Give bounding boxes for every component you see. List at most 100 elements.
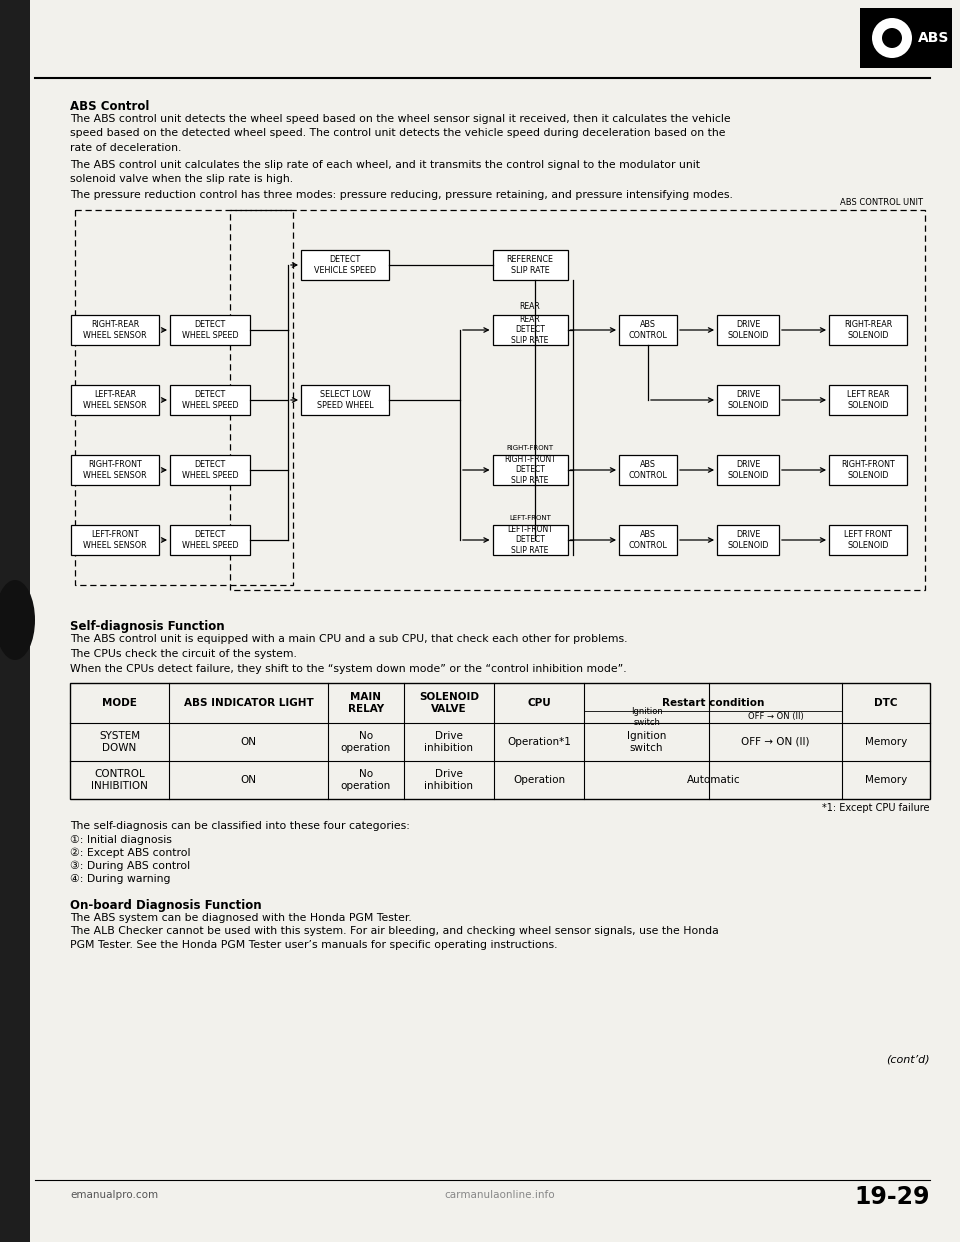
- Bar: [71, 315, 159, 345]
- Text: Drive
inhibition: Drive inhibition: [424, 769, 473, 791]
- Text: MODE: MODE: [102, 698, 137, 708]
- Bar: [170, 525, 250, 555]
- Text: The self-diagnosis can be classified into these four categories:: The self-diagnosis can be classified int…: [70, 821, 410, 831]
- Bar: [829, 525, 907, 555]
- Bar: [71, 385, 159, 415]
- Text: ③: During ABS control: ③: During ABS control: [70, 861, 190, 872]
- Text: DRIVE
SOLENOID: DRIVE SOLENOID: [728, 530, 769, 550]
- Text: LEFT REAR
SOLENOID: LEFT REAR SOLENOID: [847, 390, 889, 410]
- Bar: [170, 455, 250, 484]
- Bar: [71, 455, 159, 484]
- Text: RIGHT-FRONT
DETECT
SLIP RATE: RIGHT-FRONT DETECT SLIP RATE: [504, 455, 556, 486]
- Text: ABS
CONTROL: ABS CONTROL: [629, 530, 667, 550]
- Ellipse shape: [0, 580, 35, 660]
- Text: ON: ON: [240, 775, 256, 785]
- Text: REFERENCE
SLIP RATE: REFERENCE SLIP RATE: [507, 255, 554, 274]
- Bar: [860, 7, 952, 68]
- Text: OFF → ON (II): OFF → ON (II): [741, 737, 810, 746]
- Text: carmanulaonline.info: carmanulaonline.info: [444, 1190, 555, 1200]
- Bar: [301, 250, 389, 279]
- Bar: [829, 385, 907, 415]
- Text: DETECT
WHEEL SPEED: DETECT WHEEL SPEED: [181, 320, 238, 340]
- Bar: [829, 455, 907, 484]
- Circle shape: [872, 17, 912, 58]
- Text: DRIVE
SOLENOID: DRIVE SOLENOID: [728, 320, 769, 340]
- Text: Operation*1: Operation*1: [507, 737, 571, 746]
- Bar: [619, 315, 677, 345]
- Text: DRIVE
SOLENOID: DRIVE SOLENOID: [728, 390, 769, 410]
- Text: RIGHT-FRONT
SOLENOID: RIGHT-FRONT SOLENOID: [841, 460, 895, 479]
- Text: REAR
DETECT
SLIP RATE: REAR DETECT SLIP RATE: [512, 314, 549, 345]
- Text: CONTROL
INHIBITION: CONTROL INHIBITION: [91, 769, 148, 791]
- Text: ABS CONTROL UNIT: ABS CONTROL UNIT: [840, 197, 923, 207]
- Text: SOLENOID
VALVE: SOLENOID VALVE: [419, 692, 479, 714]
- Text: emanualpro.com: emanualpro.com: [70, 1190, 158, 1200]
- Bar: [717, 315, 779, 345]
- Text: DETECT
VEHICLE SPEED: DETECT VEHICLE SPEED: [314, 255, 376, 274]
- Bar: [619, 455, 677, 484]
- Text: DRIVE
SOLENOID: DRIVE SOLENOID: [728, 460, 769, 479]
- Text: ABS
CONTROL: ABS CONTROL: [629, 460, 667, 479]
- Text: DTC: DTC: [875, 698, 898, 708]
- Text: SELECT LOW
SPEED WHEEL: SELECT LOW SPEED WHEEL: [317, 390, 373, 410]
- Bar: [75, 210, 293, 585]
- Text: Restart condition: Restart condition: [662, 698, 764, 708]
- Bar: [492, 525, 567, 555]
- Text: Memory: Memory: [865, 737, 907, 746]
- Text: RIGHT-REAR
WHEEL SENSOR: RIGHT-REAR WHEEL SENSOR: [84, 320, 147, 340]
- Bar: [717, 525, 779, 555]
- Text: MAIN
RELAY: MAIN RELAY: [348, 692, 384, 714]
- Text: ABS Control: ABS Control: [70, 101, 150, 113]
- Text: LEFT-REAR
WHEEL SENSOR: LEFT-REAR WHEEL SENSOR: [84, 390, 147, 410]
- Bar: [230, 210, 925, 590]
- Text: No
operation: No operation: [341, 732, 391, 753]
- Text: RIGHT-FRONT: RIGHT-FRONT: [507, 445, 554, 451]
- Bar: [71, 525, 159, 555]
- Text: LEFT-FRONT
DETECT
SLIP RATE: LEFT-FRONT DETECT SLIP RATE: [507, 525, 553, 555]
- Bar: [619, 525, 677, 555]
- Bar: [301, 385, 389, 415]
- Text: The pressure reduction control has three modes: pressure reducing, pressure reta: The pressure reduction control has three…: [70, 190, 732, 200]
- Text: LEFT-FRONT
WHEEL SENSOR: LEFT-FRONT WHEEL SENSOR: [84, 530, 147, 550]
- Bar: [717, 455, 779, 484]
- Text: LEFT-FRONT: LEFT-FRONT: [509, 515, 551, 520]
- Text: When the CPUs detect failure, they shift to the “system down mode” or the “contr: When the CPUs detect failure, they shift…: [70, 664, 627, 674]
- Bar: [170, 315, 250, 345]
- Bar: [0, 0, 30, 1242]
- Text: CPU: CPU: [527, 698, 551, 708]
- Text: RIGHT-FRONT
WHEEL SENSOR: RIGHT-FRONT WHEEL SENSOR: [84, 460, 147, 479]
- Text: ABS INDICATOR LIGHT: ABS INDICATOR LIGHT: [183, 698, 313, 708]
- Bar: [492, 455, 567, 484]
- Text: DETECT
WHEEL SPEED: DETECT WHEEL SPEED: [181, 390, 238, 410]
- Text: OFF → ON (II): OFF → ON (II): [748, 713, 804, 722]
- Text: LEFT FRONT
SOLENOID: LEFT FRONT SOLENOID: [844, 530, 892, 550]
- Text: DETECT
WHEEL SPEED: DETECT WHEEL SPEED: [181, 460, 238, 479]
- Text: On-board Diagnosis Function: On-board Diagnosis Function: [70, 899, 262, 912]
- Text: The CPUs check the circuit of the system.: The CPUs check the circuit of the system…: [70, 650, 297, 660]
- Bar: [492, 250, 567, 279]
- Text: ABS
CONTROL: ABS CONTROL: [629, 320, 667, 340]
- Text: Ignition
switch: Ignition switch: [627, 732, 666, 753]
- Bar: [170, 385, 250, 415]
- Text: The ABS system can be diagnosed with the Honda PGM Tester.: The ABS system can be diagnosed with the…: [70, 913, 412, 923]
- Text: (cont’d): (cont’d): [886, 1054, 930, 1064]
- Text: Drive
inhibition: Drive inhibition: [424, 732, 473, 753]
- Text: The ALB Checker cannot be used with this system. For air bleeding, and checking : The ALB Checker cannot be used with this…: [70, 927, 719, 950]
- Text: *1: Except CPU failure: *1: Except CPU failure: [823, 804, 930, 814]
- Text: ON: ON: [240, 737, 256, 746]
- Text: ①: Initial diagnosis: ①: Initial diagnosis: [70, 835, 172, 845]
- Text: Memory: Memory: [865, 775, 907, 785]
- Text: DETECT
WHEEL SPEED: DETECT WHEEL SPEED: [181, 530, 238, 550]
- Bar: [717, 385, 779, 415]
- Text: Ignition
switch: Ignition switch: [631, 707, 662, 727]
- Text: No
operation: No operation: [341, 769, 391, 791]
- Bar: [492, 315, 567, 345]
- Text: ④: During warning: ④: During warning: [70, 874, 171, 884]
- Text: RIGHT-REAR
SOLENOID: RIGHT-REAR SOLENOID: [844, 320, 892, 340]
- Text: The ABS control unit calculates the slip rate of each wheel, and it transmits th: The ABS control unit calculates the slip…: [70, 160, 700, 184]
- Circle shape: [882, 29, 902, 48]
- Text: ②: Except ABS control: ②: Except ABS control: [70, 848, 190, 858]
- Bar: [70, 683, 930, 799]
- Text: Operation: Operation: [513, 775, 565, 785]
- Text: REAR: REAR: [519, 302, 540, 310]
